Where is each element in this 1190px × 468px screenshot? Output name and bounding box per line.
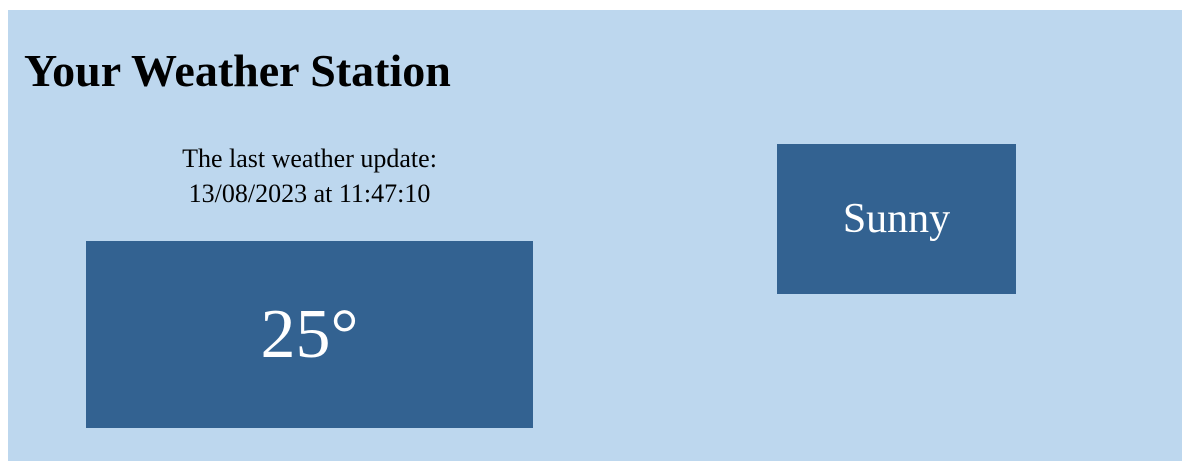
condition-value: Sunny [842,196,951,242]
last-update-timestamp: 13/08/2023 at 11:47:10 [188,179,431,208]
temperature-tile: 25° [86,241,533,428]
page-title: Your Weather Station [24,45,451,96]
last-update-info: The last weather update: 13/08/2023 at 1… [86,141,533,211]
last-update-label: The last weather update: [182,144,437,173]
temperature-value: 25° [260,295,359,373]
weather-station-panel: Your Weather Station The last weather up… [8,10,1182,461]
condition-tile: Sunny [777,144,1016,294]
